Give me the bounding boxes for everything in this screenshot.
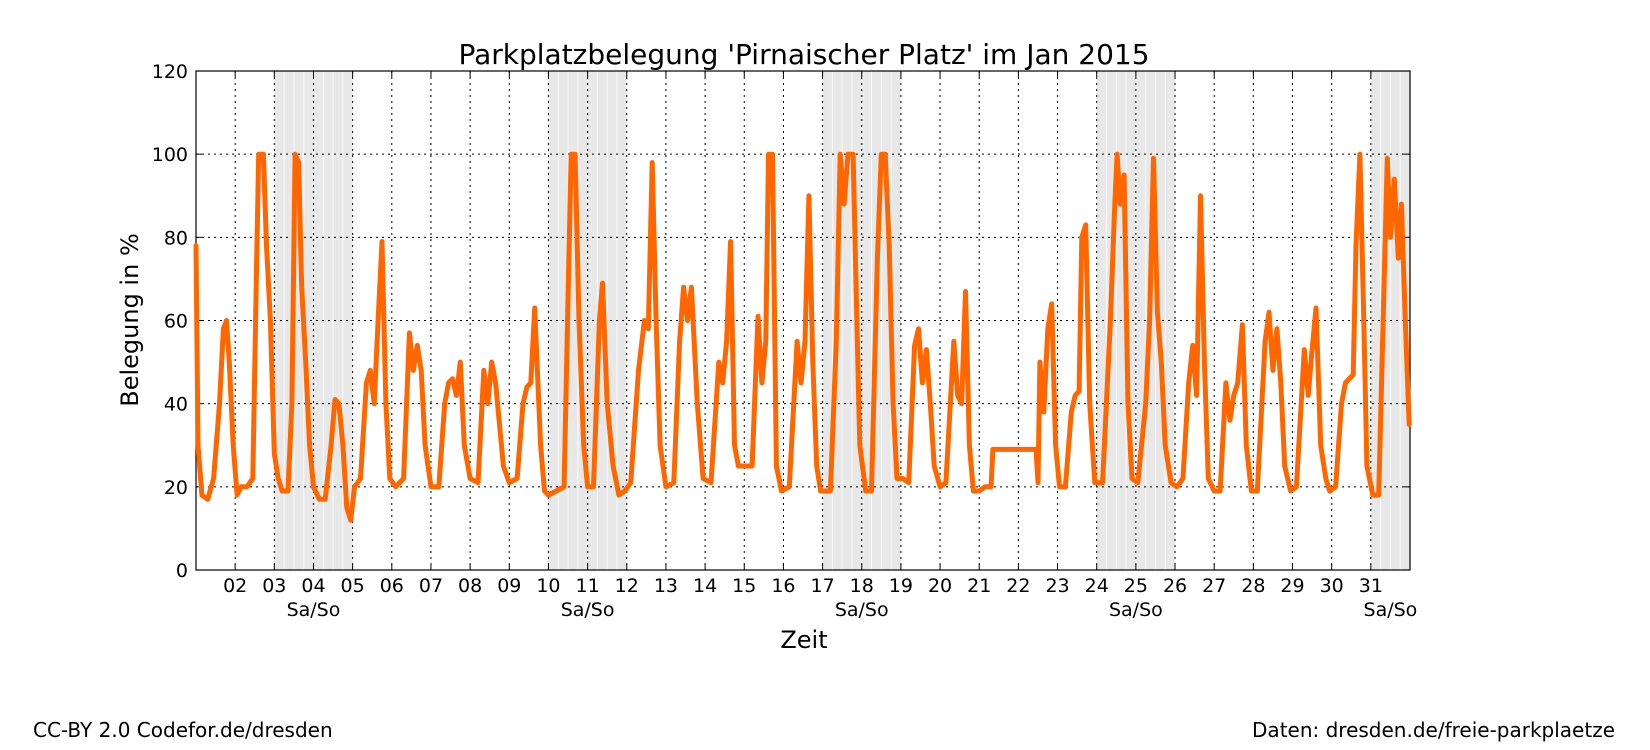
x-tick-label: 24 bbox=[1085, 575, 1109, 597]
weekend-label: Sa/So bbox=[287, 599, 341, 621]
weekend-shading bbox=[274, 71, 1410, 570]
y-tick-label: 120 bbox=[152, 61, 188, 83]
x-tick-label: 23 bbox=[1045, 575, 1069, 597]
series-layer bbox=[193, 151, 1412, 523]
x-tick-label: 10 bbox=[536, 575, 560, 597]
y-tick-label: 20 bbox=[164, 477, 188, 499]
x-tick-label: 02 bbox=[223, 575, 247, 597]
x-tick-label: 14 bbox=[693, 575, 717, 597]
license-footer: CC-BY 2.0 Codefor.de/dresden bbox=[33, 718, 333, 742]
y-tick-label: 40 bbox=[164, 394, 188, 416]
chart-title: Parkplatzbelegung 'Pirnaischer Platz' im… bbox=[458, 38, 1149, 71]
x-tick-label: 12 bbox=[615, 575, 639, 597]
x-tick-label: 27 bbox=[1202, 575, 1226, 597]
weekend-label: Sa/So bbox=[1364, 599, 1418, 621]
x-tick-label: 09 bbox=[497, 575, 521, 597]
y-tick-label: 0 bbox=[176, 560, 188, 582]
x-tick-label: 11 bbox=[576, 575, 600, 597]
x-tick-label: 31 bbox=[1359, 575, 1383, 597]
x-tick-label: 30 bbox=[1320, 575, 1344, 597]
y-axis-label: Belegung in % bbox=[116, 233, 144, 407]
x-tick-label: 21 bbox=[967, 575, 991, 597]
y-tick-label: 80 bbox=[164, 227, 188, 249]
weekend-label: Sa/So bbox=[561, 599, 615, 621]
tick-labels: 0 20 40 60 80 100 120 02 03 04 05 06 07 08 09 10 11 12 13 1… bbox=[152, 61, 1418, 621]
x-tick-label: 25 bbox=[1124, 575, 1148, 597]
weekend-label: Sa/So bbox=[1109, 599, 1163, 621]
x-tick-label: 08 bbox=[458, 575, 482, 597]
x-tick-label: 06 bbox=[380, 575, 404, 597]
x-tick-label: 16 bbox=[771, 575, 795, 597]
occupancy-line bbox=[193, 151, 1412, 523]
x-tick-label: 15 bbox=[732, 575, 756, 597]
y-tick-label: 100 bbox=[152, 144, 188, 166]
x-tick-label: 03 bbox=[262, 575, 286, 597]
x-tick-label: 29 bbox=[1280, 575, 1304, 597]
x-tick-label: 28 bbox=[1241, 575, 1265, 597]
x-tick-label: 13 bbox=[654, 575, 678, 597]
x-tick-label: 18 bbox=[850, 575, 874, 597]
x-tick-label: 26 bbox=[1163, 575, 1187, 597]
x-tick-label: 05 bbox=[341, 575, 365, 597]
x-tick-label: 20 bbox=[928, 575, 952, 597]
data-source-footer: Daten: dresden.de/freie-parkplaetze bbox=[1252, 718, 1615, 742]
x-tick-label: 07 bbox=[419, 575, 443, 597]
y-tick-label: 60 bbox=[164, 311, 188, 333]
x-tick-label: 04 bbox=[301, 575, 325, 597]
x-tick-label: 17 bbox=[810, 575, 834, 597]
x-axis-label: Zeit bbox=[780, 626, 827, 654]
x-tick-label: 22 bbox=[1006, 575, 1030, 597]
weekend-label: Sa/So bbox=[835, 599, 889, 621]
x-tick-label: 19 bbox=[889, 575, 913, 597]
